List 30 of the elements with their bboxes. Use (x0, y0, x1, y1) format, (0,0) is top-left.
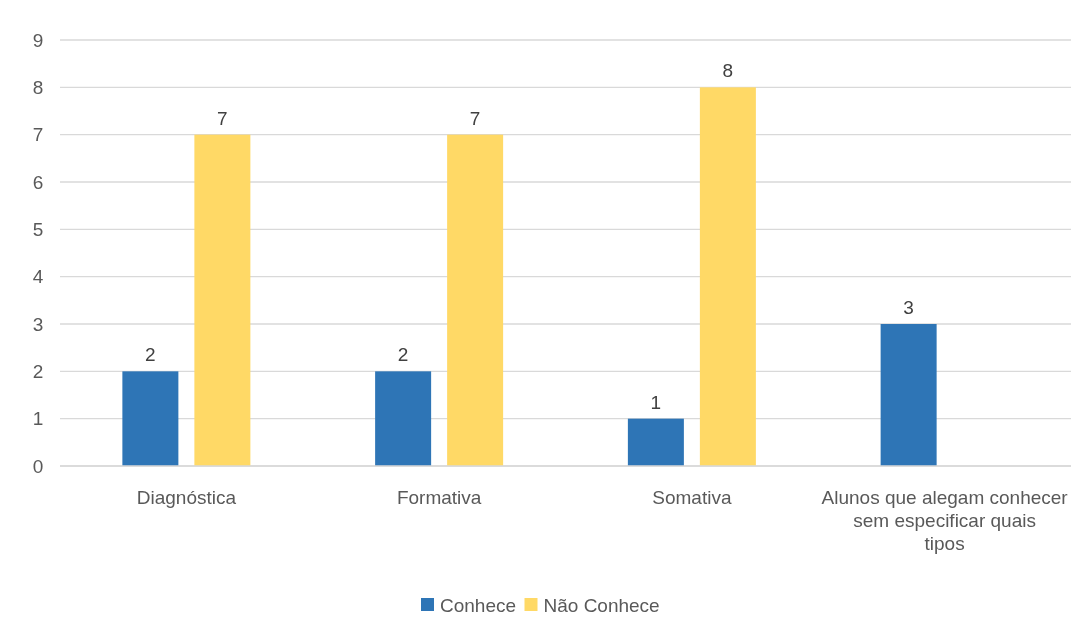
y-tick-label: 0 (32, 455, 44, 477)
bar (447, 134, 504, 466)
y-tick-label: 1 (32, 408, 44, 430)
x-tick-label: Diagnóstica (136, 487, 237, 508)
data-label: 2 (397, 344, 409, 366)
x-tick-label: Somativa (652, 487, 732, 508)
y-tick-label: 9 (32, 29, 44, 51)
y-tick-label: 5 (32, 218, 44, 240)
bar (122, 371, 179, 466)
data-label: 8 (722, 60, 734, 82)
legend-label: Não Conhece (543, 594, 660, 616)
x-tick-label: Alunos que alegam conhecer sem especificar quais tipos (821, 487, 1069, 554)
y-tick-label: 8 (32, 76, 44, 98)
bar (880, 324, 937, 466)
data-label: 7 (217, 107, 228, 129)
y-tick-label: 2 (32, 360, 44, 382)
y-tick-label: 7 (32, 124, 44, 146)
bar (627, 418, 684, 466)
y-tick-label: 6 (32, 171, 44, 193)
legend-label: Conhece (440, 594, 517, 616)
bar (375, 371, 432, 466)
data-label: 1 (650, 391, 662, 413)
bar (699, 87, 756, 466)
bar (194, 134, 251, 466)
data-label: 7 (469, 107, 481, 129)
data-label: 2 (145, 344, 156, 366)
y-tick-label: 3 (32, 313, 44, 335)
x-tick-label: Formativa (396, 487, 482, 508)
y-tick-label: 4 (32, 266, 44, 288)
data-label: 3 (903, 297, 914, 318)
